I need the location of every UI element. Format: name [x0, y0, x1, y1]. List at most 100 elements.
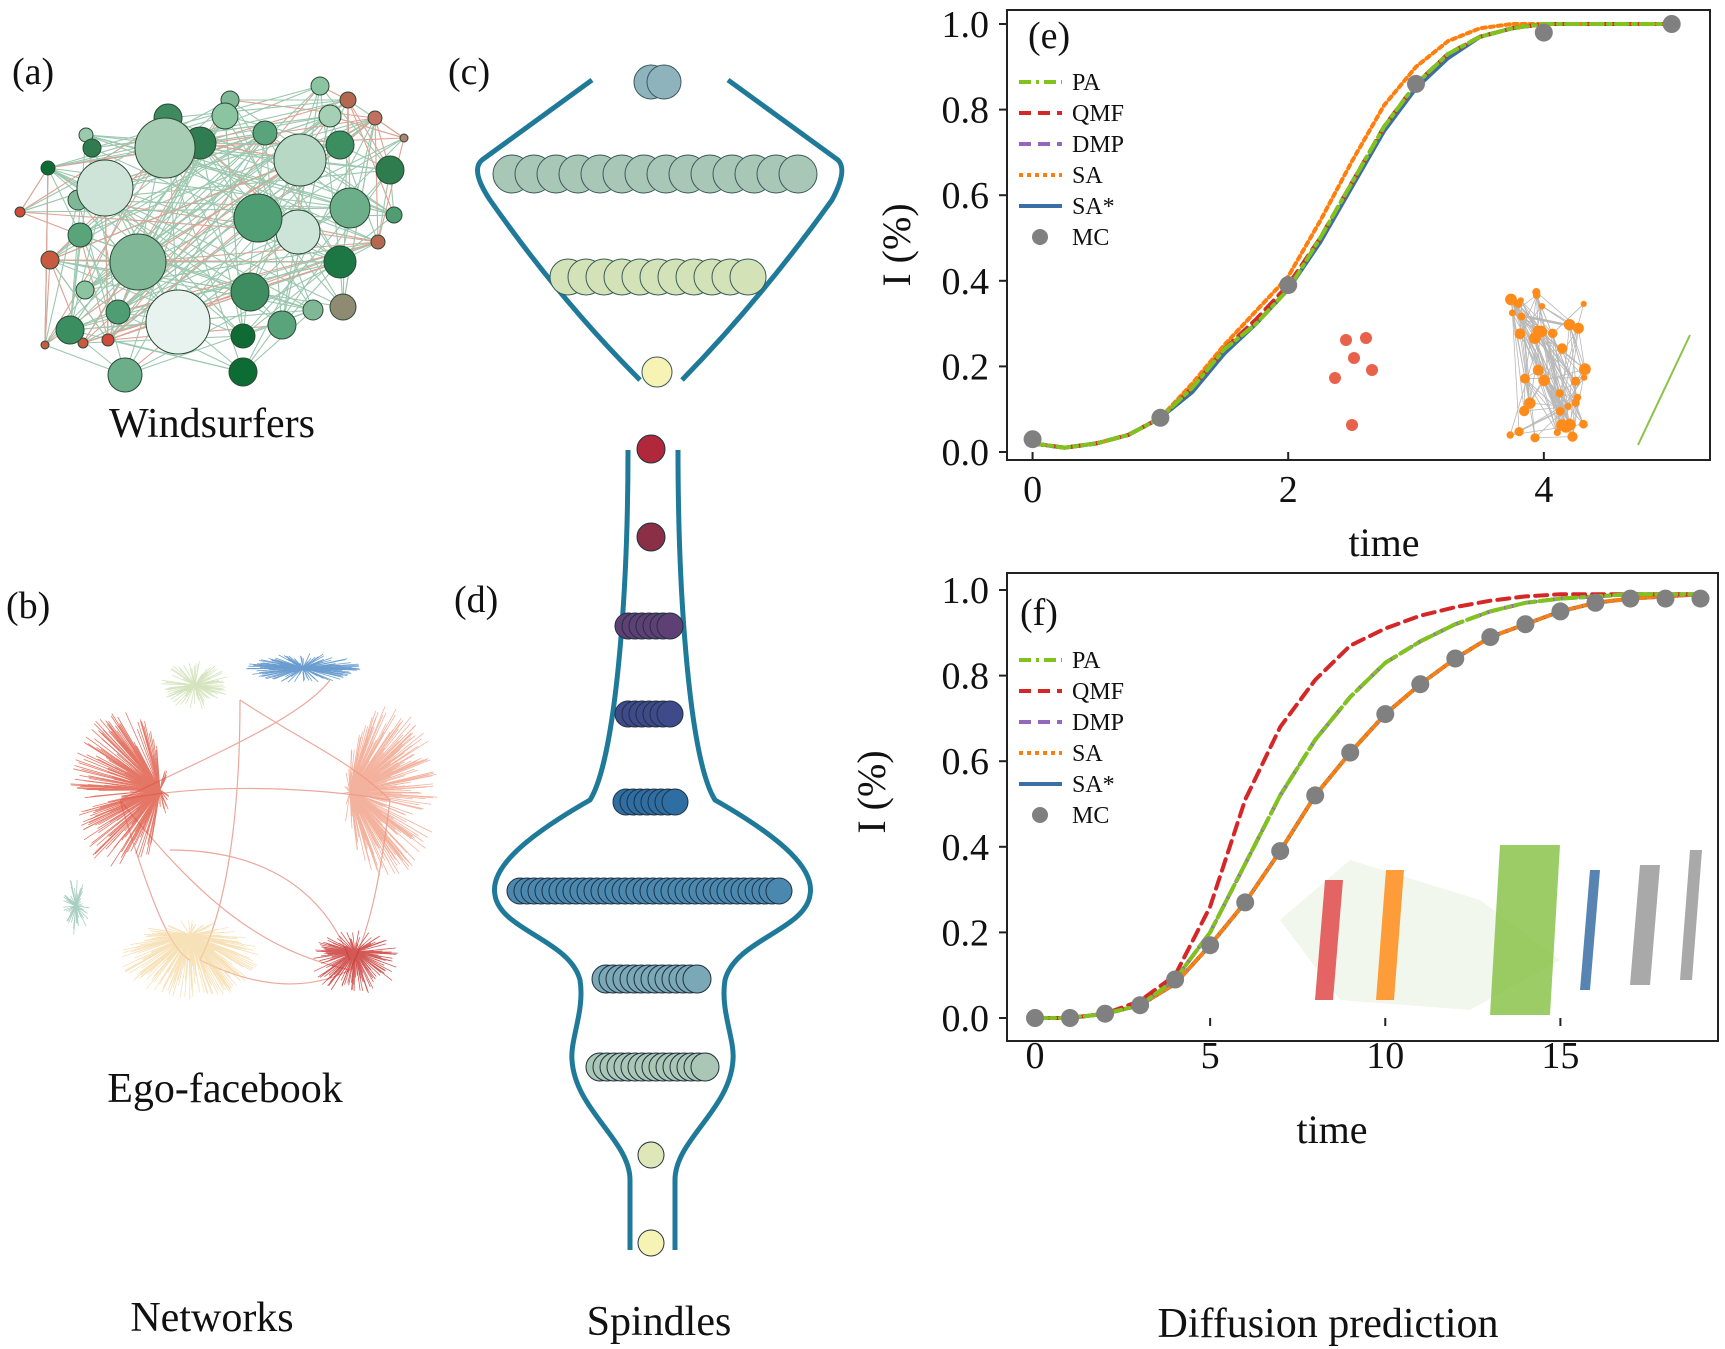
legend-label: SA*: [1072, 194, 1115, 220]
inset-node: [1530, 433, 1540, 443]
ego-edge: [324, 951, 356, 978]
y-tick-label: 0.8: [942, 656, 990, 698]
ego-edge: [349, 761, 402, 793]
y-tick-label: 0.0: [942, 432, 990, 474]
ego-edge: [162, 934, 191, 965]
ego-edge: [349, 784, 420, 793]
inset-node: [1535, 325, 1548, 338]
ego-edge: [349, 788, 365, 793]
network-edge: [49, 259, 344, 308]
chart-f-frame: [1006, 572, 1719, 1042]
y-tick-label: 0.6: [942, 741, 990, 783]
ego-edge: [98, 789, 161, 834]
ego-edge: [300, 667, 304, 672]
inset-cluster: [1490, 845, 1560, 1015]
spindle-windsurfers: [475, 64, 845, 388]
ego-edge: [349, 791, 383, 823]
inset-node: [1579, 419, 1588, 429]
ego-edge: [354, 951, 364, 991]
caption-networks: Networks: [130, 1295, 293, 1341]
caption-ego-facebook: Ego-facebook: [107, 1066, 343, 1112]
inset-edge: [1520, 300, 1536, 438]
ego-edge: [132, 789, 161, 823]
spindle-node: [637, 1141, 665, 1169]
ego-edge: [136, 745, 161, 791]
ego-edge: [194, 684, 211, 699]
ego-edge: [302, 658, 325, 669]
legend-label: PA: [1072, 70, 1101, 96]
network-node: [228, 357, 258, 387]
inset-node: [1580, 374, 1588, 381]
network-edge: [19, 167, 49, 213]
inset-node: [1547, 328, 1558, 339]
ego-edge: [159, 934, 191, 985]
network-edge: [44, 159, 301, 346]
ego-edge: [68, 905, 77, 913]
inset-node: [1514, 427, 1524, 437]
inset-node: [1553, 428, 1561, 437]
ego-edge: [143, 934, 191, 960]
network-edge: [374, 117, 379, 243]
inset-edge: [1518, 411, 1561, 432]
y-tick-label: 1.0: [942, 4, 990, 46]
chart-e-frame: [1006, 9, 1711, 461]
ego-edge: [302, 656, 316, 669]
x-tick-label: 2: [1279, 469, 1298, 511]
ego-edge: [94, 789, 161, 855]
ego-edge: [117, 744, 161, 791]
mc-point: [1586, 593, 1605, 612]
ego-edge: [77, 752, 161, 791]
ego-edge: [189, 934, 233, 989]
ego-edge: [189, 683, 196, 686]
ego-cluster: [70, 712, 170, 867]
network-node: [230, 323, 256, 349]
network-node: [105, 299, 131, 325]
ego-edge: [349, 791, 377, 846]
ego-edge: [349, 791, 366, 861]
inset-edge: [1637, 334, 1691, 446]
network-node: [14, 206, 26, 218]
inset-edge: [1536, 295, 1558, 433]
ego-edge: [133, 934, 191, 981]
panel-label-e: (e): [1028, 15, 1070, 57]
ego-edge: [294, 659, 304, 669]
ego-edge: [121, 789, 161, 841]
ego-edge: [137, 721, 161, 791]
ego-edge: [302, 667, 319, 683]
ego-edge: [159, 778, 166, 791]
caption-spindles: Spindles: [587, 1299, 732, 1345]
legend-label: MC: [1072, 803, 1109, 829]
ego-edge: [338, 935, 356, 953]
ego-edge: [93, 738, 161, 791]
ego-edge: [90, 789, 161, 798]
ego-edge: [73, 905, 77, 935]
ego-edge: [354, 951, 361, 991]
ego-edge: [345, 772, 351, 793]
ego-edge: [89, 789, 161, 848]
inset-node: [1573, 393, 1582, 402]
ego-edge: [354, 943, 387, 953]
ego-edge: [302, 667, 313, 682]
ego-edge: [349, 791, 368, 849]
network-edge: [124, 261, 341, 376]
ego-edge: [349, 791, 398, 849]
ego-edge: [349, 757, 422, 793]
ego-edge: [349, 791, 413, 815]
ego-edge: [138, 934, 191, 960]
ego-edge: [105, 720, 161, 791]
inset-node: [1571, 376, 1581, 386]
network-node: [267, 310, 297, 340]
ego-edge: [136, 728, 161, 791]
ego-edge: [353, 951, 356, 992]
ego-edge: [173, 684, 196, 703]
network-edge: [229, 99, 376, 119]
ego-edge: [94, 723, 161, 791]
ego-edge: [180, 920, 191, 936]
network-node: [75, 280, 95, 300]
ego-edge: [349, 725, 416, 793]
ego-edge: [120, 721, 161, 791]
ego-edge: [75, 905, 81, 911]
ego-edge: [194, 663, 197, 686]
legend-label: PA: [1072, 648, 1101, 674]
